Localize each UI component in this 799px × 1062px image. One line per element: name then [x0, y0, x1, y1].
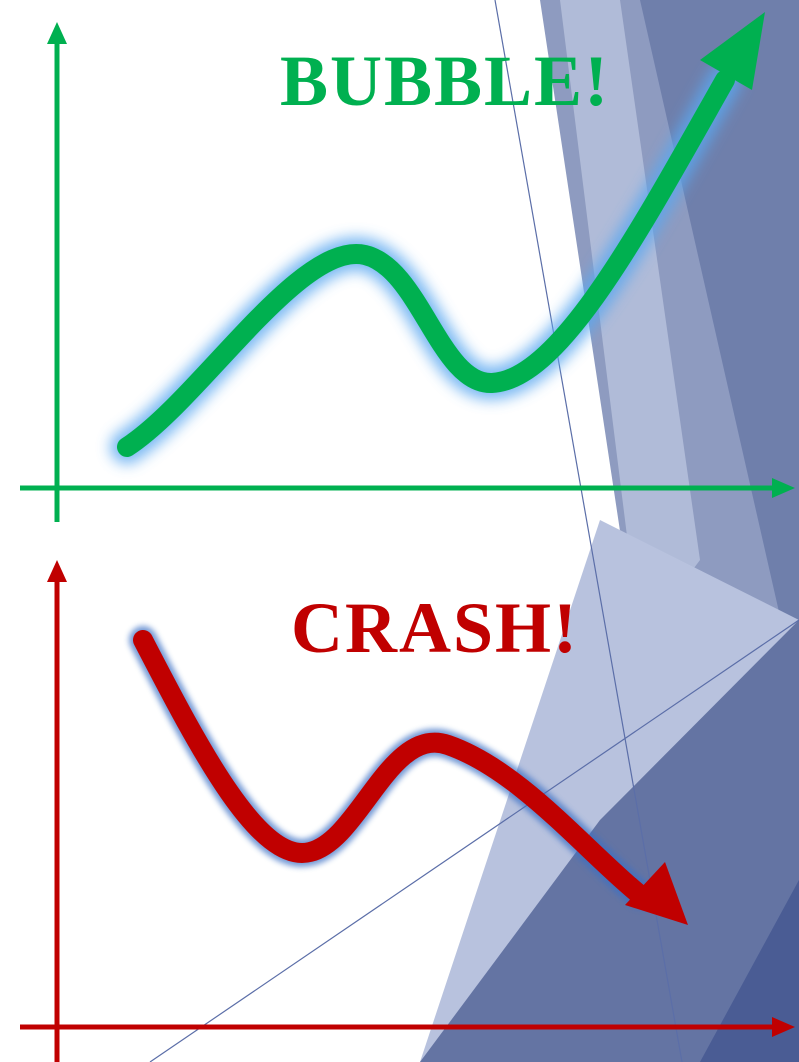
title: CRASH! [291, 588, 579, 668]
illustration: BUBBLE! CRASH! [0, 0, 799, 1062]
title: BUBBLE! [280, 41, 610, 121]
axis-arrow [47, 560, 67, 582]
page: BUBBLE! CRASH! (() => { const data = JSO… [0, 0, 799, 1062]
background-shapes [150, 0, 799, 1062]
axis-arrow [47, 22, 67, 44]
